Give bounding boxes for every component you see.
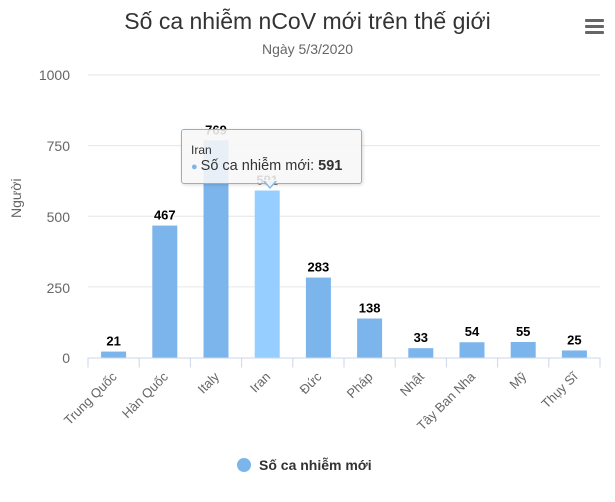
y-tick-750: 750 xyxy=(46,138,70,154)
x-tick-label: Thụy Sĩ xyxy=(538,368,581,411)
x-tick-label: Hàn Quốc xyxy=(119,369,171,421)
data-label: 467 xyxy=(154,208,176,223)
chart-menu-button[interactable] xyxy=(582,16,606,38)
bar-mỹ[interactable] xyxy=(510,341,536,358)
y-tick-500: 500 xyxy=(46,209,70,225)
tooltip-series-label: Số ca nhiễm mới: xyxy=(200,158,319,174)
bar-iran[interactable] xyxy=(254,190,280,358)
bar-tây-ban-nha[interactable] xyxy=(459,342,485,358)
tooltip-arrow-inner xyxy=(264,180,276,187)
tooltip-value: 591 xyxy=(318,158,343,174)
chart-title: Số ca nhiễm nCoV mới trên thế giới xyxy=(124,8,491,34)
x-tick-label: Italy xyxy=(195,369,223,397)
series-dot-icon: ● xyxy=(191,161,198,173)
bar-đức[interactable] xyxy=(305,277,331,358)
y-tick-0: 0 xyxy=(62,350,70,366)
data-label: 21 xyxy=(106,334,120,349)
legend-dot-icon xyxy=(237,458,251,472)
data-label: 55 xyxy=(516,324,530,339)
bar-thụy-sĩ[interactable] xyxy=(561,350,587,358)
x-tick-label: Trung Quốc xyxy=(61,369,120,428)
chart-subtitle: Ngày 5/3/2020 xyxy=(261,41,354,57)
x-tick-label: Pháp xyxy=(344,369,376,401)
x-tick-label: Đức xyxy=(297,369,325,397)
data-label: 138 xyxy=(359,301,381,316)
bar-pháp[interactable] xyxy=(357,318,383,358)
x-tick-label: Mỹ xyxy=(506,369,529,392)
legend-item[interactable]: Số ca nhiễm mới xyxy=(237,457,372,473)
y-tick-1000: 1000 xyxy=(38,67,70,83)
x-tick-label: Nhật xyxy=(397,369,427,399)
bar-trung-quốc[interactable] xyxy=(101,351,127,358)
data-label: 54 xyxy=(465,324,480,339)
tooltip: Iran ● Số ca nhiễm mới: 591 xyxy=(181,129,362,184)
data-label: 33 xyxy=(414,330,428,345)
x-tick-label: Iran xyxy=(247,369,273,395)
legend-label: Số ca nhiễm mới xyxy=(259,457,372,473)
data-label: 25 xyxy=(567,332,581,347)
data-label: 283 xyxy=(308,260,330,275)
y-tick-250: 250 xyxy=(46,280,70,296)
tooltip-header: Iran xyxy=(191,143,212,157)
bar-hàn-quốc[interactable] xyxy=(152,225,178,358)
bar-nhật[interactable] xyxy=(408,348,434,358)
tooltip-row: ● Số ca nhiễm mới: 591 xyxy=(191,158,342,174)
